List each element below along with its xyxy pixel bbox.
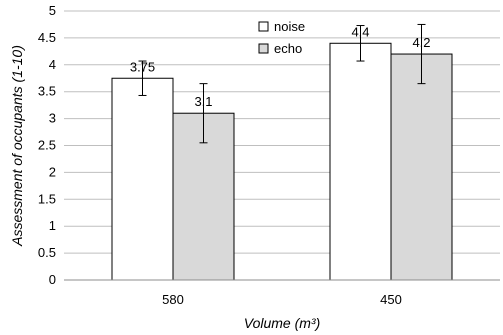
bar-noise-450 bbox=[329, 42, 392, 281]
x-axis-ticks: 580 450 bbox=[162, 292, 402, 307]
bar-echo-450 bbox=[390, 53, 453, 281]
y-tick-label: 2.5 bbox=[38, 138, 56, 153]
y-tick-label: 0.5 bbox=[38, 245, 56, 260]
y-tick-label: 1.5 bbox=[38, 191, 56, 206]
y-tick-label: 4 bbox=[49, 57, 56, 72]
legend-label-noise: noise bbox=[274, 19, 305, 34]
legend-swatch-noise bbox=[258, 21, 269, 32]
legend-label-echo: echo bbox=[274, 41, 302, 56]
data-label: 3.1 bbox=[194, 94, 212, 109]
x-axis-title: Volume (m³) bbox=[244, 315, 321, 331]
legend-swatch-echo bbox=[258, 43, 269, 54]
bar-noise-580 bbox=[111, 77, 174, 281]
data-labels: 3.75 3.1 4.4 4.2 bbox=[130, 24, 431, 109]
data-label: 3.75 bbox=[130, 59, 155, 74]
y-axis-ticks: 0 0.5 1 1.5 2 2.5 3 3.5 4 4.5 5 bbox=[38, 3, 56, 287]
y-tick-label: 1 bbox=[49, 218, 56, 233]
error-bars bbox=[138, 23, 426, 144]
x-tick-label: 450 bbox=[380, 292, 402, 307]
data-label: 4.2 bbox=[412, 35, 430, 50]
y-tick-label: 5 bbox=[49, 3, 56, 18]
legend: noise echo bbox=[258, 19, 305, 56]
x-tick-label: 580 bbox=[162, 292, 184, 307]
y-tick-label: 3.5 bbox=[38, 84, 56, 99]
y-tick-label: 4.5 bbox=[38, 30, 56, 45]
data-label: 4.4 bbox=[351, 24, 369, 39]
bars bbox=[111, 42, 453, 281]
y-tick-label: 3 bbox=[49, 111, 56, 126]
y-tick-label: 2 bbox=[49, 164, 56, 179]
y-tick-label: 0 bbox=[49, 272, 56, 287]
y-axis-title: Assessment of occupants (1-10) bbox=[9, 45, 25, 247]
